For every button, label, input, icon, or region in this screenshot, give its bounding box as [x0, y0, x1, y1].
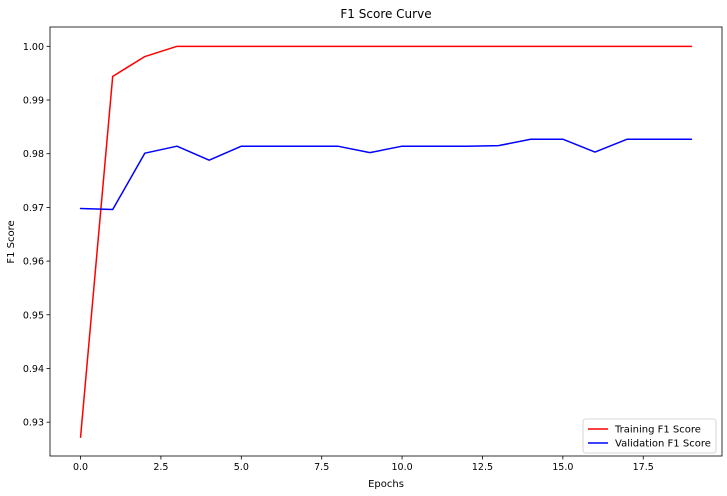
chart-title: F1 Score Curve [340, 7, 431, 21]
legend-label-validation: Validation F1 Score [615, 439, 711, 450]
y-tick-label: 0.94 [23, 364, 44, 375]
y-tick-label: 0.96 [23, 257, 44, 268]
series-line-training [79, 45, 693, 438]
legend-box [582, 418, 717, 454]
axes-frame [49, 26, 723, 457]
y-tick-label: 0.99 [23, 96, 44, 107]
x-axis-label: Epochs [368, 479, 404, 490]
legend: Training F1 Score Validation F1 Score [582, 418, 717, 454]
y-tick-label: 0.95 [23, 310, 44, 321]
y-tick-label: 0.97 [23, 203, 44, 214]
plot-area: 0.0 2.5 5.0 7.5 10.0 12.5 15.0 17.5 0.93 0.94 0.95… [23, 26, 723, 473]
y-tick-label: 1.00 [23, 42, 44, 53]
legend-label-training: Training F1 Score [614, 425, 701, 436]
y-tick-label: 0.93 [23, 418, 44, 429]
x-tick-label: 15.0 [552, 462, 573, 473]
y-tick-label: 0.98 [23, 149, 44, 160]
x-tick-label: 17.5 [633, 462, 654, 473]
x-tick-label: 2.5 [153, 462, 168, 473]
x-tick-label: 12.5 [472, 462, 493, 473]
x-tick-label: 7.5 [314, 462, 329, 473]
x-tick-label: 10.0 [391, 462, 412, 473]
x-tick-label: 5.0 [234, 462, 249, 473]
x-tick-label: 0.0 [73, 462, 88, 473]
series-line-validation [79, 138, 693, 211]
y-axis-label: F1 Score [6, 220, 17, 263]
